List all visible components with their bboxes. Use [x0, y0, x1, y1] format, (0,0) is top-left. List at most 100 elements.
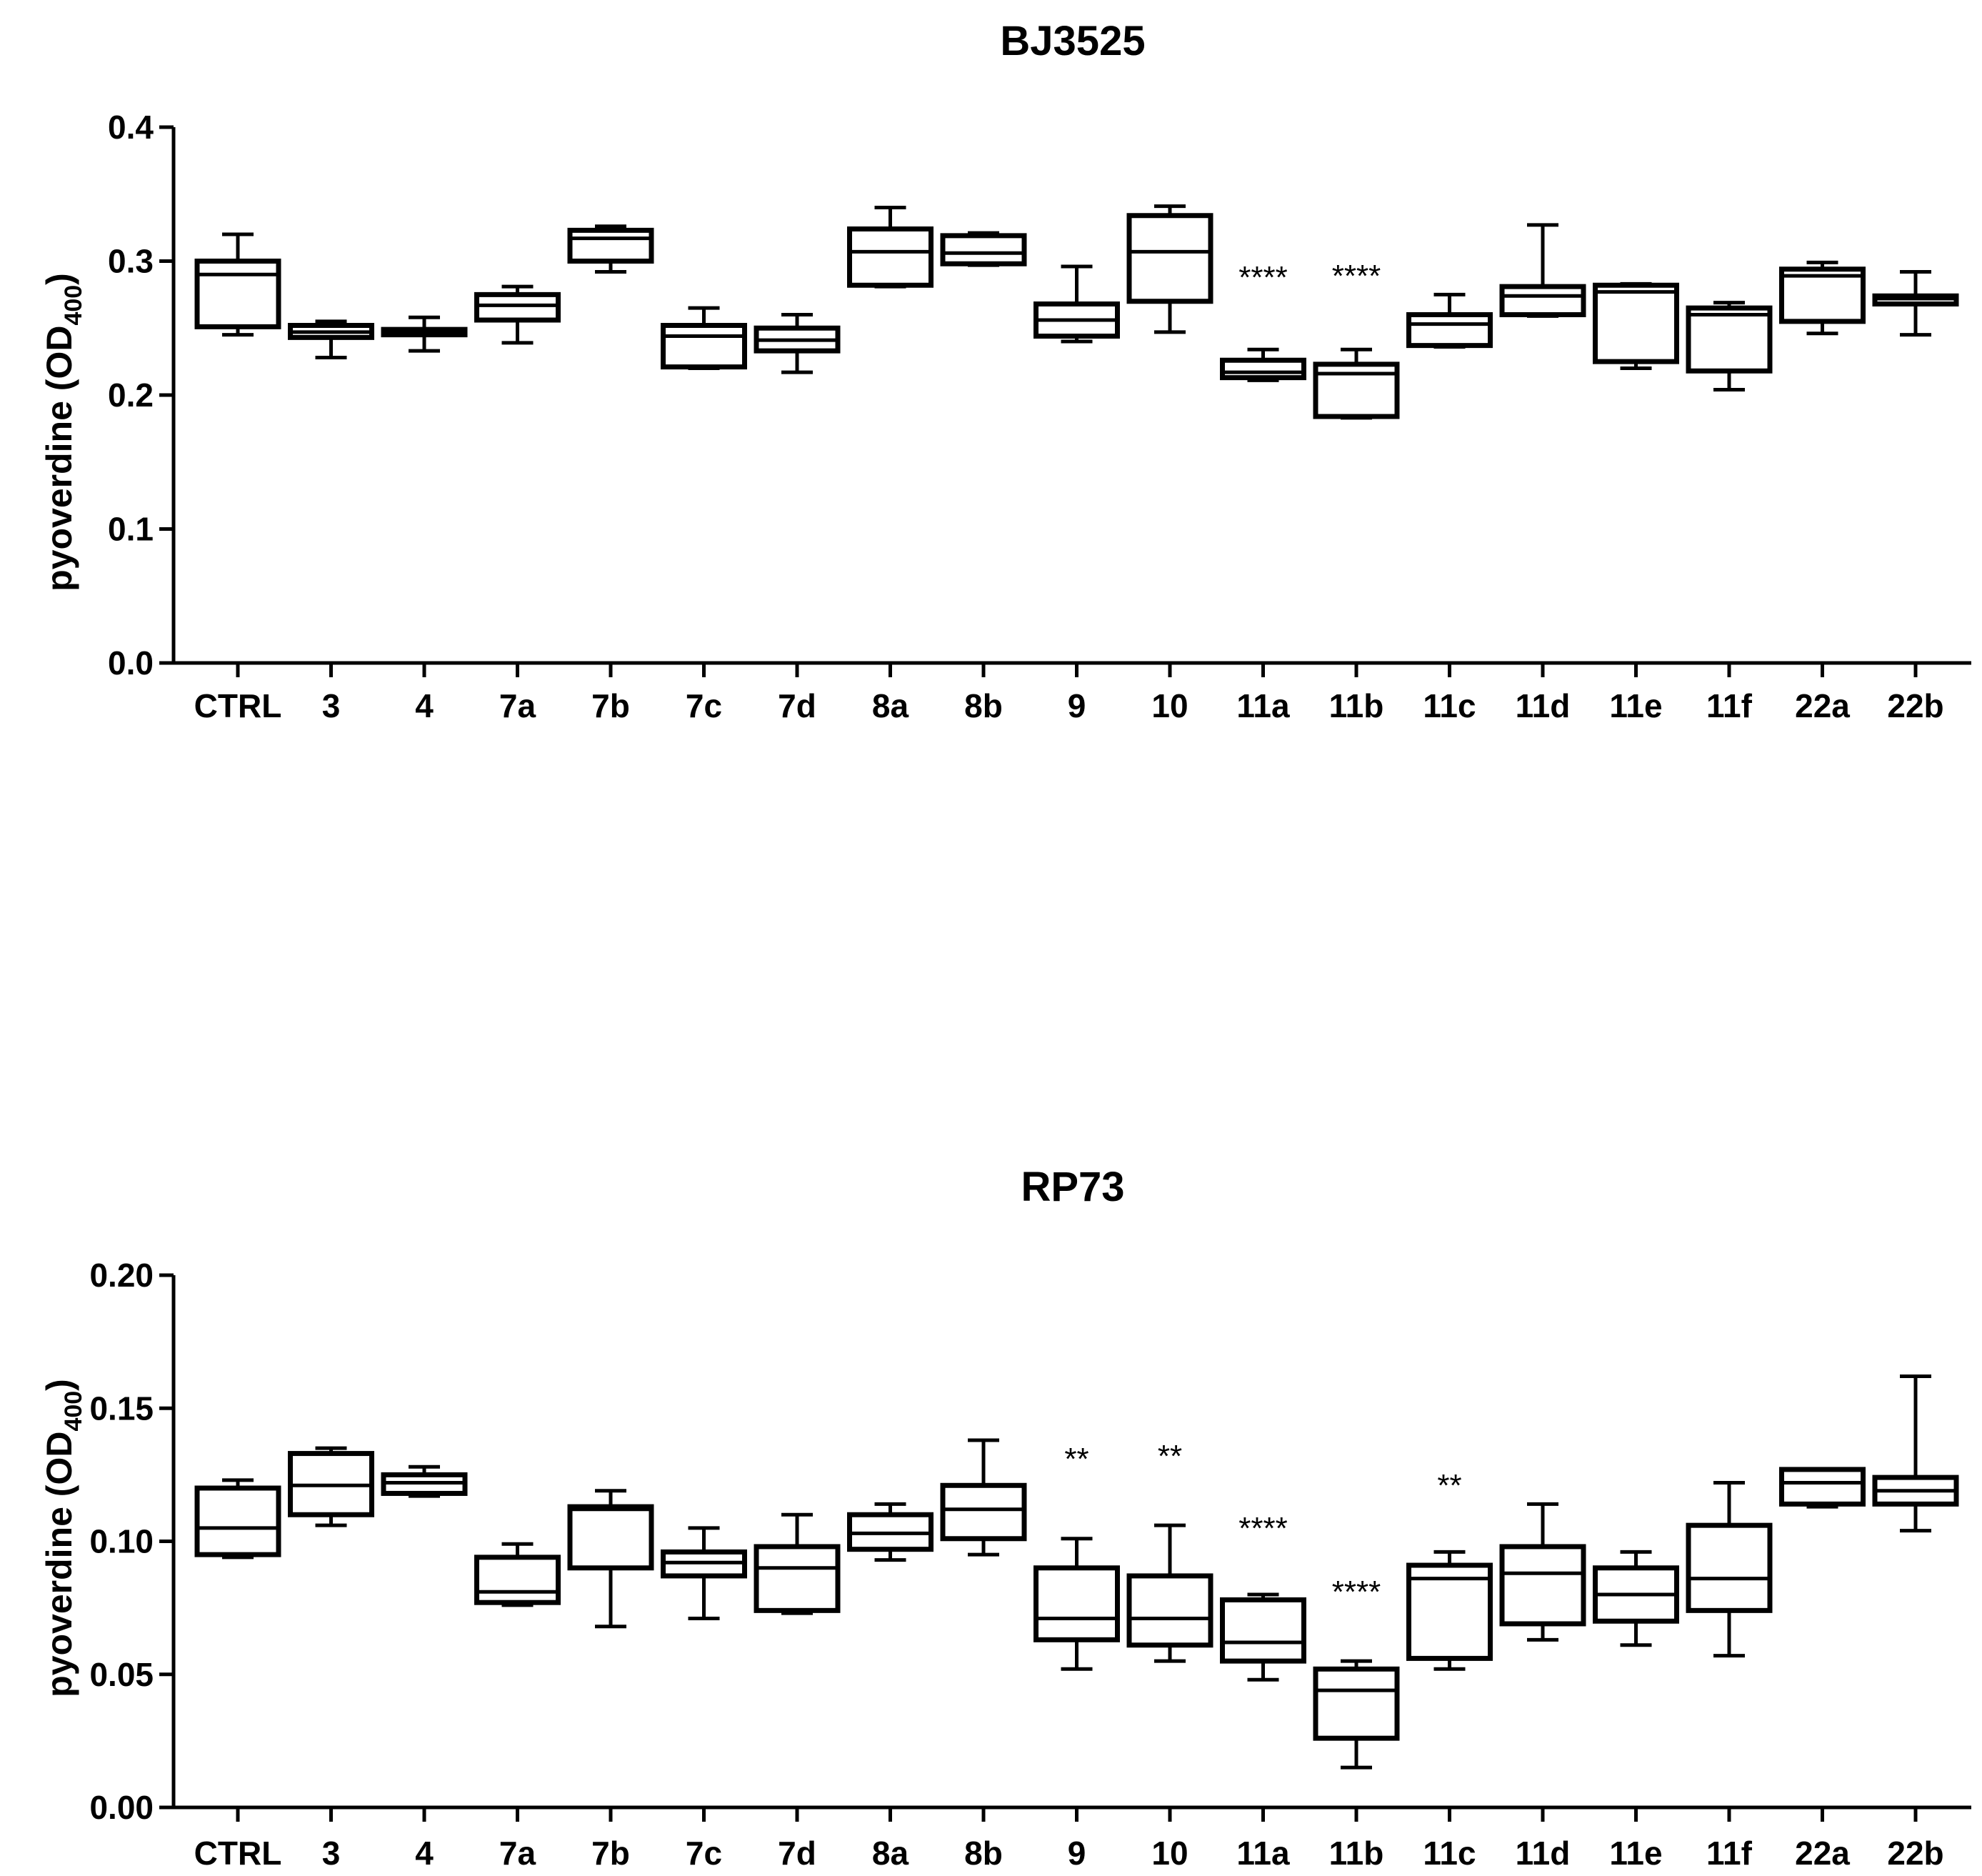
box-22b [1872, 1374, 1959, 1533]
box-10 [1126, 204, 1213, 334]
x-tick-label: 7b [591, 1835, 630, 1872]
iqr-box [1499, 284, 1586, 317]
y-axis-label: pyoverdine (OD400) [39, 1379, 87, 1697]
iqr-box [1220, 1597, 1306, 1664]
box-8b [940, 231, 1027, 267]
box-11c [1406, 1550, 1493, 1671]
box-8b [940, 1438, 1027, 1557]
iqr-box [1126, 1573, 1213, 1648]
x-tick-label: 8b [964, 687, 1003, 724]
y-ticks: 0.00 0.05 0.10 0.15 0.20 [89, 1257, 174, 1826]
x-tick-label: 7c [686, 687, 722, 724]
y-tick-label: 0.1 [108, 511, 154, 548]
x-tick-label: CTRL [194, 1835, 282, 1872]
significance-annotations: ** ************ [1064, 1439, 1461, 1610]
x-tick-label: 7c [686, 1835, 722, 1872]
iqr-box [661, 323, 747, 370]
box-7b [567, 224, 654, 274]
box-11d [1499, 223, 1586, 318]
iqr-box [940, 233, 1027, 266]
box-11b [1313, 1659, 1400, 1770]
iqr-box [940, 1482, 1027, 1542]
significance-annotations: **** **** [1238, 259, 1381, 295]
significance-marker: **** [1332, 259, 1381, 294]
iqr-box [1593, 282, 1679, 364]
box-4 [381, 1465, 468, 1498]
x-tick-label: 11e [1609, 1835, 1662, 1872]
y-tick-label: 0.2 [108, 376, 154, 414]
x-tick-label: 9 [1068, 687, 1086, 724]
x-ticks: CTRL 3 4 7a 7b 7c 7d 8a 8b 9 10 11a 11b 11c 11d 11e 11f 2… [194, 663, 1944, 724]
panel-bj3525: BJ3525 pyoverdine (OD400) 0.00.10.20.30.… [39, 18, 1971, 724]
significance-marker: ** [1064, 1442, 1088, 1477]
box-7a [474, 284, 561, 345]
chart-title: RP73 [1021, 1164, 1124, 1210]
iqr-box [1406, 1562, 1493, 1661]
iqr-box [474, 1555, 561, 1605]
x-tick-label: 11c [1423, 1835, 1476, 1872]
y-tick-label: 0.3 [108, 243, 154, 280]
x-tick-label: 11e [1609, 687, 1662, 724]
x-tick-label: 7b [591, 687, 630, 724]
x-tick-label: 3 [322, 687, 341, 724]
iqr-box [194, 1485, 281, 1557]
significance-marker: ** [1158, 1439, 1182, 1474]
y-tick-label: 0.20 [89, 1257, 154, 1294]
x-tick-label: CTRL [194, 687, 282, 724]
iqr-box [1220, 357, 1306, 381]
box-7b [567, 1489, 654, 1629]
iqr-box [1406, 312, 1493, 349]
iqr-box [567, 1504, 654, 1571]
box-22a [1779, 260, 1866, 336]
x-tick-label: 8b [964, 1835, 1003, 1872]
x-tick-label: 22a [1795, 687, 1850, 724]
iqr-box [1033, 1565, 1120, 1642]
x-tick-label: 11b [1329, 1835, 1384, 1872]
x-tick-label: 11c [1423, 687, 1476, 724]
y-ticks: 0.0 0.1 0.2 0.3 0.4 [108, 109, 174, 682]
x-tick-label: 8a [872, 687, 909, 724]
iqr-box [567, 227, 654, 264]
x-tick-label: 3 [322, 1835, 341, 1872]
box-11a [1220, 347, 1306, 382]
box-8a [847, 206, 934, 289]
box-9 [1033, 1537, 1120, 1671]
box-11d [1499, 1502, 1586, 1642]
box-11e [1593, 281, 1679, 370]
x-tick-label: 4 [415, 687, 434, 724]
iqr-box [1779, 266, 1866, 324]
iqr-box [847, 226, 934, 288]
x-tick-label: 11b [1329, 687, 1384, 724]
box-3 [288, 319, 374, 359]
iqr-box [194, 259, 281, 329]
panel-rp73: RP73 pyoverdine (OD400) 0.00 0.05 0.10 0.15… [39, 1164, 1971, 1872]
x-tick-label: 7d [778, 687, 816, 724]
x-tick-label: 10 [1151, 687, 1188, 724]
axes [171, 127, 1971, 665]
box-11c [1406, 292, 1493, 349]
box-11f [1686, 301, 1773, 391]
x-tick-label: 8a [872, 1835, 909, 1872]
box-11a [1220, 1592, 1306, 1682]
y-tick-label: 0.10 [89, 1523, 154, 1560]
iqr-box [1779, 1467, 1866, 1507]
y-tick-label: 0.00 [89, 1789, 154, 1826]
x-tick-label: 11a [1236, 1835, 1290, 1872]
iqr-box [474, 291, 561, 323]
box-11e [1593, 1550, 1679, 1647]
boxes [194, 1374, 1959, 1770]
box-4 [381, 315, 468, 353]
y-tick-label: 0.15 [89, 1389, 154, 1427]
significance-marker: ** [1437, 1468, 1461, 1503]
box-22b [1872, 270, 1959, 337]
x-tick-label: 10 [1151, 1835, 1188, 1872]
box-7a [474, 1542, 561, 1607]
x-tick-label: 4 [415, 1835, 434, 1872]
box-3 [288, 1446, 374, 1527]
box-8a [847, 1502, 934, 1562]
significance-marker: **** [1238, 1511, 1288, 1546]
y-axis-label: pyoverdine (OD400) [39, 273, 87, 592]
x-tick-label: 9 [1068, 1835, 1086, 1872]
chart-title: BJ3525 [1000, 18, 1145, 64]
